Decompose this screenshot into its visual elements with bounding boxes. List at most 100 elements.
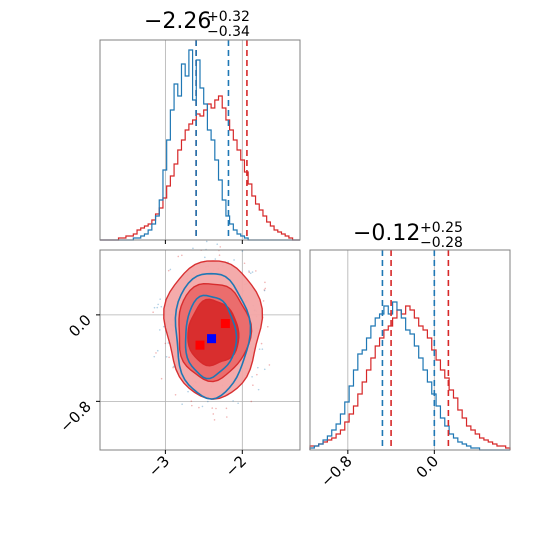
joint-scatter-point — [251, 271, 254, 273]
joint-scatter-point — [258, 348, 261, 350]
joint-panel — [99, 240, 301, 451]
param1-title-minus: −0.34 — [207, 24, 250, 40]
x-tick-label-param1: −2 — [222, 452, 250, 480]
joint-marker — [220, 319, 230, 329]
joint-scatter-point — [157, 303, 159, 306]
joint-scatter-point — [226, 416, 228, 418]
marginal-param1-hist-b — [100, 49, 300, 241]
joint-scatter-point — [261, 348, 264, 350]
joint-scatter-point — [263, 368, 266, 371]
joint-scatter-point — [263, 289, 266, 292]
joint-scatter-point — [255, 270, 257, 272]
joint-scatter-point — [216, 243, 219, 246]
joint-scatter-point — [174, 393, 177, 396]
param2-title: −0.12 — [353, 221, 420, 246]
marginal-param2-frame — [309, 249, 511, 451]
joint-scatter-point — [153, 355, 156, 358]
joint-scatter-point — [201, 405, 204, 408]
param1-title-plus: +0.32 — [207, 9, 250, 25]
joint-scatter-point — [232, 400, 234, 402]
joint-scatter-point — [167, 342, 170, 344]
x-tick-label-param1: −3 — [145, 452, 173, 480]
joint-contour-b — [184, 294, 238, 380]
joint-scatter-point — [172, 365, 175, 368]
joint-scatter-point — [172, 366, 174, 369]
joint-scatter-point — [248, 271, 251, 274]
joint-scatter-point — [159, 298, 161, 300]
joint-scatter-point — [181, 254, 183, 257]
joint-scatter-point — [219, 246, 222, 248]
x-tick-label-param2: 0.0 — [413, 452, 443, 482]
joint-contour-b — [174, 272, 252, 400]
x-tick-label-param2: −0.8 — [317, 452, 355, 490]
joint-scatter-point — [262, 300, 265, 302]
joint-scatter-point — [191, 404, 193, 407]
marginal-param1-panel — [99, 39, 301, 241]
y-tick-label-param2: 0.0 — [65, 311, 95, 341]
joint-scatter-point — [164, 342, 167, 345]
joint-frame — [99, 249, 301, 451]
joint-scatter-point — [256, 373, 258, 376]
joint-scatter-point — [212, 413, 215, 415]
joint-scatter-point — [181, 403, 183, 406]
joint-scatter-point — [160, 305, 163, 308]
joint-scatter-point — [215, 407, 217, 410]
joint-scatter-point — [168, 356, 170, 359]
joint-scatter-point — [213, 419, 216, 421]
param2-title-main: −0.12 — [353, 221, 420, 246]
joint-scatter-point — [167, 269, 170, 272]
joint-scatter-point — [211, 407, 214, 409]
joint-scatter-point — [152, 311, 154, 313]
joint-scatter-point — [156, 349, 159, 352]
joint-scatter-point — [237, 402, 239, 405]
joint-scatter-point — [169, 268, 172, 271]
marginal-param2-hist-b — [309, 301, 510, 451]
joint-scatter-point — [207, 400, 209, 403]
joint-scatter-point — [233, 259, 235, 261]
joint-scatter-point — [187, 390, 189, 393]
joint-scatter-point — [192, 247, 194, 250]
marginal-param1-frame — [99, 39, 301, 241]
joint-scatter-point — [218, 254, 221, 256]
joint-scatter-point — [248, 270, 250, 272]
joint-scatter-point — [252, 384, 254, 387]
joint-scatter-point — [205, 240, 208, 243]
joint-scatter-point — [177, 255, 180, 258]
joint-scatter-point — [257, 388, 260, 391]
marginal-param2-hist-a — [309, 305, 511, 450]
joint-scatter-point — [204, 256, 206, 259]
joint-scatter-point — [190, 400, 193, 403]
param2-title-plus: +0.25 — [420, 220, 463, 236]
joint-marker — [207, 334, 217, 344]
joint-scatter-point — [251, 375, 253, 378]
joint-scatter-point — [156, 306, 159, 309]
marginal-param1-hist-a — [100, 95, 300, 241]
joint-scatter-point — [160, 377, 163, 380]
joint-scatter-point — [155, 352, 157, 354]
joint-scatter-point — [214, 258, 217, 260]
joint-scatter-point — [243, 262, 246, 265]
y-tick-label-param2: −0.8 — [56, 397, 94, 435]
joint-scatter-point — [264, 287, 267, 290]
marginal-param2-panel — [309, 249, 511, 451]
param1-title-main: −2.26 — [144, 9, 211, 34]
joint-scatter-point — [260, 342, 263, 345]
joint-scatter-point — [225, 407, 228, 410]
joint-scatter-point — [158, 329, 161, 331]
param1-title: −2.26 — [144, 9, 211, 34]
joint-scatter-point — [268, 364, 271, 366]
joint-scatter-point — [257, 366, 259, 369]
param2-title-minus: −0.28 — [420, 235, 463, 251]
joint-scatter-point — [153, 306, 156, 309]
joint-scatter-point — [249, 272, 252, 275]
joint-scatter-point — [198, 406, 200, 409]
joint-scatter-point — [266, 325, 269, 328]
joint-scatter-point — [264, 281, 266, 284]
joint-scatter-point — [165, 355, 168, 358]
joint-scatter-point — [241, 250, 244, 252]
joint-marker — [195, 340, 205, 350]
joint-scatter-point — [162, 325, 165, 328]
joint-scatter-point — [250, 400, 253, 403]
joint-scatter-point — [263, 289, 266, 291]
